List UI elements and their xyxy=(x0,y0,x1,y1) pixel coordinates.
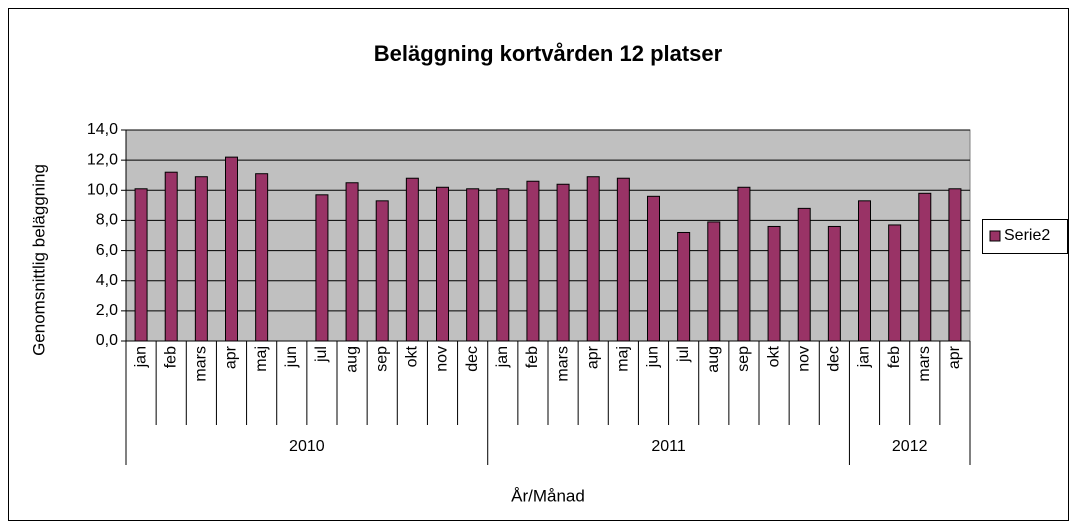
bar xyxy=(556,183,570,342)
bar xyxy=(405,177,419,342)
x-tick-label: sep xyxy=(735,346,752,372)
bar xyxy=(164,171,178,342)
x-tick-label: jul xyxy=(313,346,330,363)
x-tick-label: aug xyxy=(343,346,360,373)
x-tick-label: apr xyxy=(946,345,963,369)
x-tick-label: sep xyxy=(373,346,390,372)
x-tick-label: jan xyxy=(494,346,511,368)
bar xyxy=(436,186,449,342)
group-label: 2010 xyxy=(289,438,325,455)
x-tick-label: dec xyxy=(464,346,481,372)
bar xyxy=(315,194,329,342)
bar xyxy=(767,225,781,342)
x-tick-label: mars xyxy=(554,346,571,382)
x-tick-label: okt xyxy=(765,345,782,367)
bar xyxy=(194,176,208,342)
x-tick-label: apr xyxy=(223,345,240,369)
x-tick-label: feb xyxy=(886,346,903,368)
y-tick-label: 8,0 xyxy=(96,212,118,229)
bar xyxy=(586,176,600,342)
y-tick-label: 6,0 xyxy=(96,242,118,259)
bar xyxy=(948,188,962,342)
legend-swatch xyxy=(989,230,1001,242)
x-tick-label: okt xyxy=(404,345,421,367)
bar xyxy=(225,156,238,342)
bar xyxy=(466,188,480,342)
bar xyxy=(345,182,359,342)
bar xyxy=(496,188,510,342)
x-tick-label: jul xyxy=(675,346,692,363)
y-tick-label: 14,0 xyxy=(87,121,118,138)
legend-label: Serie2 xyxy=(1004,227,1050,244)
x-tick-label: jan xyxy=(856,346,873,368)
chart-title: Beläggning kortvården 12 platser xyxy=(374,41,723,66)
bar xyxy=(526,180,540,342)
plot-area xyxy=(125,129,971,342)
x-axis-title: År/Månad xyxy=(511,486,585,505)
x-tick-label: nov xyxy=(434,346,451,372)
bar xyxy=(134,188,148,342)
y-axis-title: Genomsnittlig beläggning xyxy=(29,164,48,356)
x-tick-label: dec xyxy=(826,346,843,372)
bar xyxy=(255,173,269,342)
x-tick-label: maj xyxy=(253,346,270,372)
bar xyxy=(888,224,902,342)
y-tick-label: 10,0 xyxy=(87,182,118,199)
bar xyxy=(707,221,721,342)
x-tick-label: aug xyxy=(705,346,722,373)
y-tick-label: 0,0 xyxy=(96,332,118,349)
y-tick-label: 4,0 xyxy=(96,272,118,289)
group-label: 2011 xyxy=(651,438,686,455)
bar xyxy=(918,192,932,342)
x-tick-label: jun xyxy=(645,346,662,368)
x-tick-label: feb xyxy=(162,346,179,368)
x-tick-label: apr xyxy=(584,345,601,369)
bar xyxy=(797,207,811,342)
bar xyxy=(647,195,660,342)
x-tick-label: maj xyxy=(615,346,632,372)
x-tick-label: jun xyxy=(283,346,300,368)
x-tick-label: nov xyxy=(795,346,812,372)
bar xyxy=(827,225,841,342)
y-tick-label: 12,0 xyxy=(87,151,118,168)
x-tick-label: mars xyxy=(916,346,933,382)
bar xyxy=(858,200,871,342)
group-label: 2012 xyxy=(892,438,928,455)
bar xyxy=(737,186,751,342)
x-tick-label: jan xyxy=(132,346,149,368)
bar xyxy=(616,177,630,342)
y-tick-label: 2,0 xyxy=(96,302,118,319)
x-tick-label: mars xyxy=(193,346,210,382)
bar xyxy=(677,231,691,342)
bar xyxy=(375,200,389,342)
x-tick-label: feb xyxy=(524,346,541,368)
